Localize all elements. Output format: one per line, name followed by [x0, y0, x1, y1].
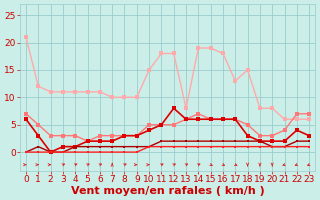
X-axis label: Vent moyen/en rafales ( km/h ): Vent moyen/en rafales ( km/h )	[71, 186, 264, 196]
